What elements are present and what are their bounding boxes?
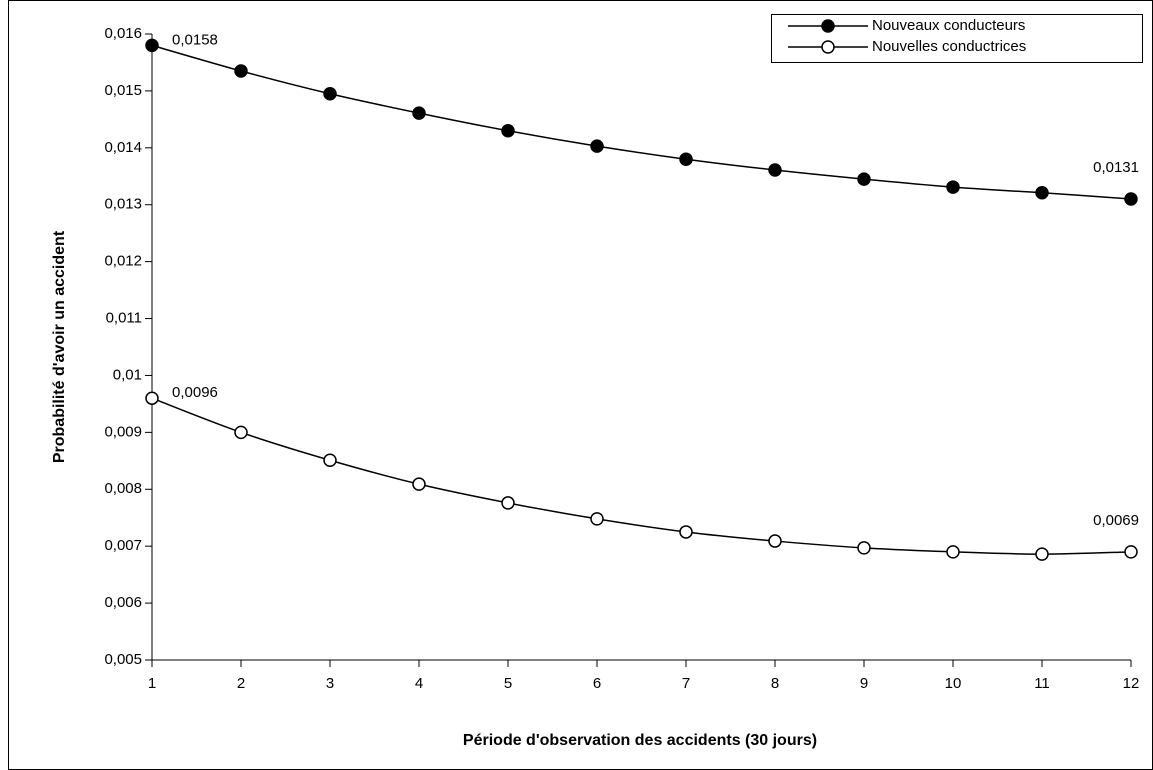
y-tick-label: 0,011 xyxy=(106,310,142,327)
data-label: 0,0158 xyxy=(172,31,218,48)
y-tick-label: 0,006 xyxy=(104,594,142,611)
data-point xyxy=(679,152,693,166)
x-tick-label: 6 xyxy=(593,675,601,692)
data-point xyxy=(145,391,159,405)
data-point xyxy=(590,512,604,526)
x-axis-title: Période d'observation des accidents (30 … xyxy=(463,732,817,749)
y-tick-label: 0,012 xyxy=(104,253,142,270)
legend-box xyxy=(771,14,1143,63)
x-tick-label: 3 xyxy=(326,675,334,692)
y-axis-title: Probabilité d'avoir un accident xyxy=(51,230,68,463)
data-point xyxy=(857,172,871,186)
data-point xyxy=(768,163,782,177)
x-tick-label: 10 xyxy=(945,675,962,692)
data-point xyxy=(501,496,515,510)
x-tick-label: 2 xyxy=(237,675,245,692)
y-tick-label: 0,014 xyxy=(104,139,142,156)
data-point xyxy=(679,525,693,539)
x-tick-label: 1 xyxy=(148,675,156,692)
data-label: 0,0096 xyxy=(172,384,218,401)
data-point xyxy=(234,64,248,78)
data-point xyxy=(323,87,337,101)
data-point xyxy=(501,123,515,138)
x-tick-label: 9 xyxy=(860,675,868,692)
y-tick-label: 0,007 xyxy=(104,537,142,554)
legend-label: Nouveaux conducteurs xyxy=(872,17,1025,34)
data-point xyxy=(1124,192,1138,206)
x-tick-label: 7 xyxy=(682,675,690,692)
x-tick-label: 11 xyxy=(1034,675,1050,692)
y-tick-label: 0,008 xyxy=(104,480,142,497)
data-point xyxy=(234,425,248,440)
legend-marker xyxy=(821,40,835,54)
data-point xyxy=(946,180,960,194)
series-line xyxy=(151,44,1132,200)
y-tick-label: 0,015 xyxy=(104,82,142,99)
data-point xyxy=(323,453,337,467)
data-point xyxy=(768,534,782,548)
data-point xyxy=(1124,545,1138,559)
data-point xyxy=(1035,547,1049,561)
y-tick-label: 0,009 xyxy=(104,423,142,440)
x-tick-label: 12 xyxy=(1123,675,1140,692)
data-point xyxy=(412,477,426,491)
data-point xyxy=(857,541,871,555)
y-tick-label: 0,016 xyxy=(104,25,142,42)
data-point xyxy=(946,545,960,559)
data-point xyxy=(145,38,159,53)
data-label: 0,0131 xyxy=(1093,159,1139,176)
legend-label: Nouvelles conductrices xyxy=(872,38,1026,55)
y-tick-label: 0,005 xyxy=(104,651,142,668)
series-line xyxy=(151,397,1132,555)
data-point xyxy=(590,139,604,153)
legend-marker xyxy=(821,19,835,33)
data-label: 0,0069 xyxy=(1093,512,1139,529)
x-tick-label: 5 xyxy=(504,675,512,692)
data-point xyxy=(412,106,426,120)
y-tick-label: 0,01 xyxy=(113,366,142,383)
x-tick-label: 4 xyxy=(415,675,423,692)
x-tick-label: 8 xyxy=(771,675,779,692)
data-point xyxy=(1035,186,1049,200)
y-tick-label: 0,013 xyxy=(104,196,142,213)
